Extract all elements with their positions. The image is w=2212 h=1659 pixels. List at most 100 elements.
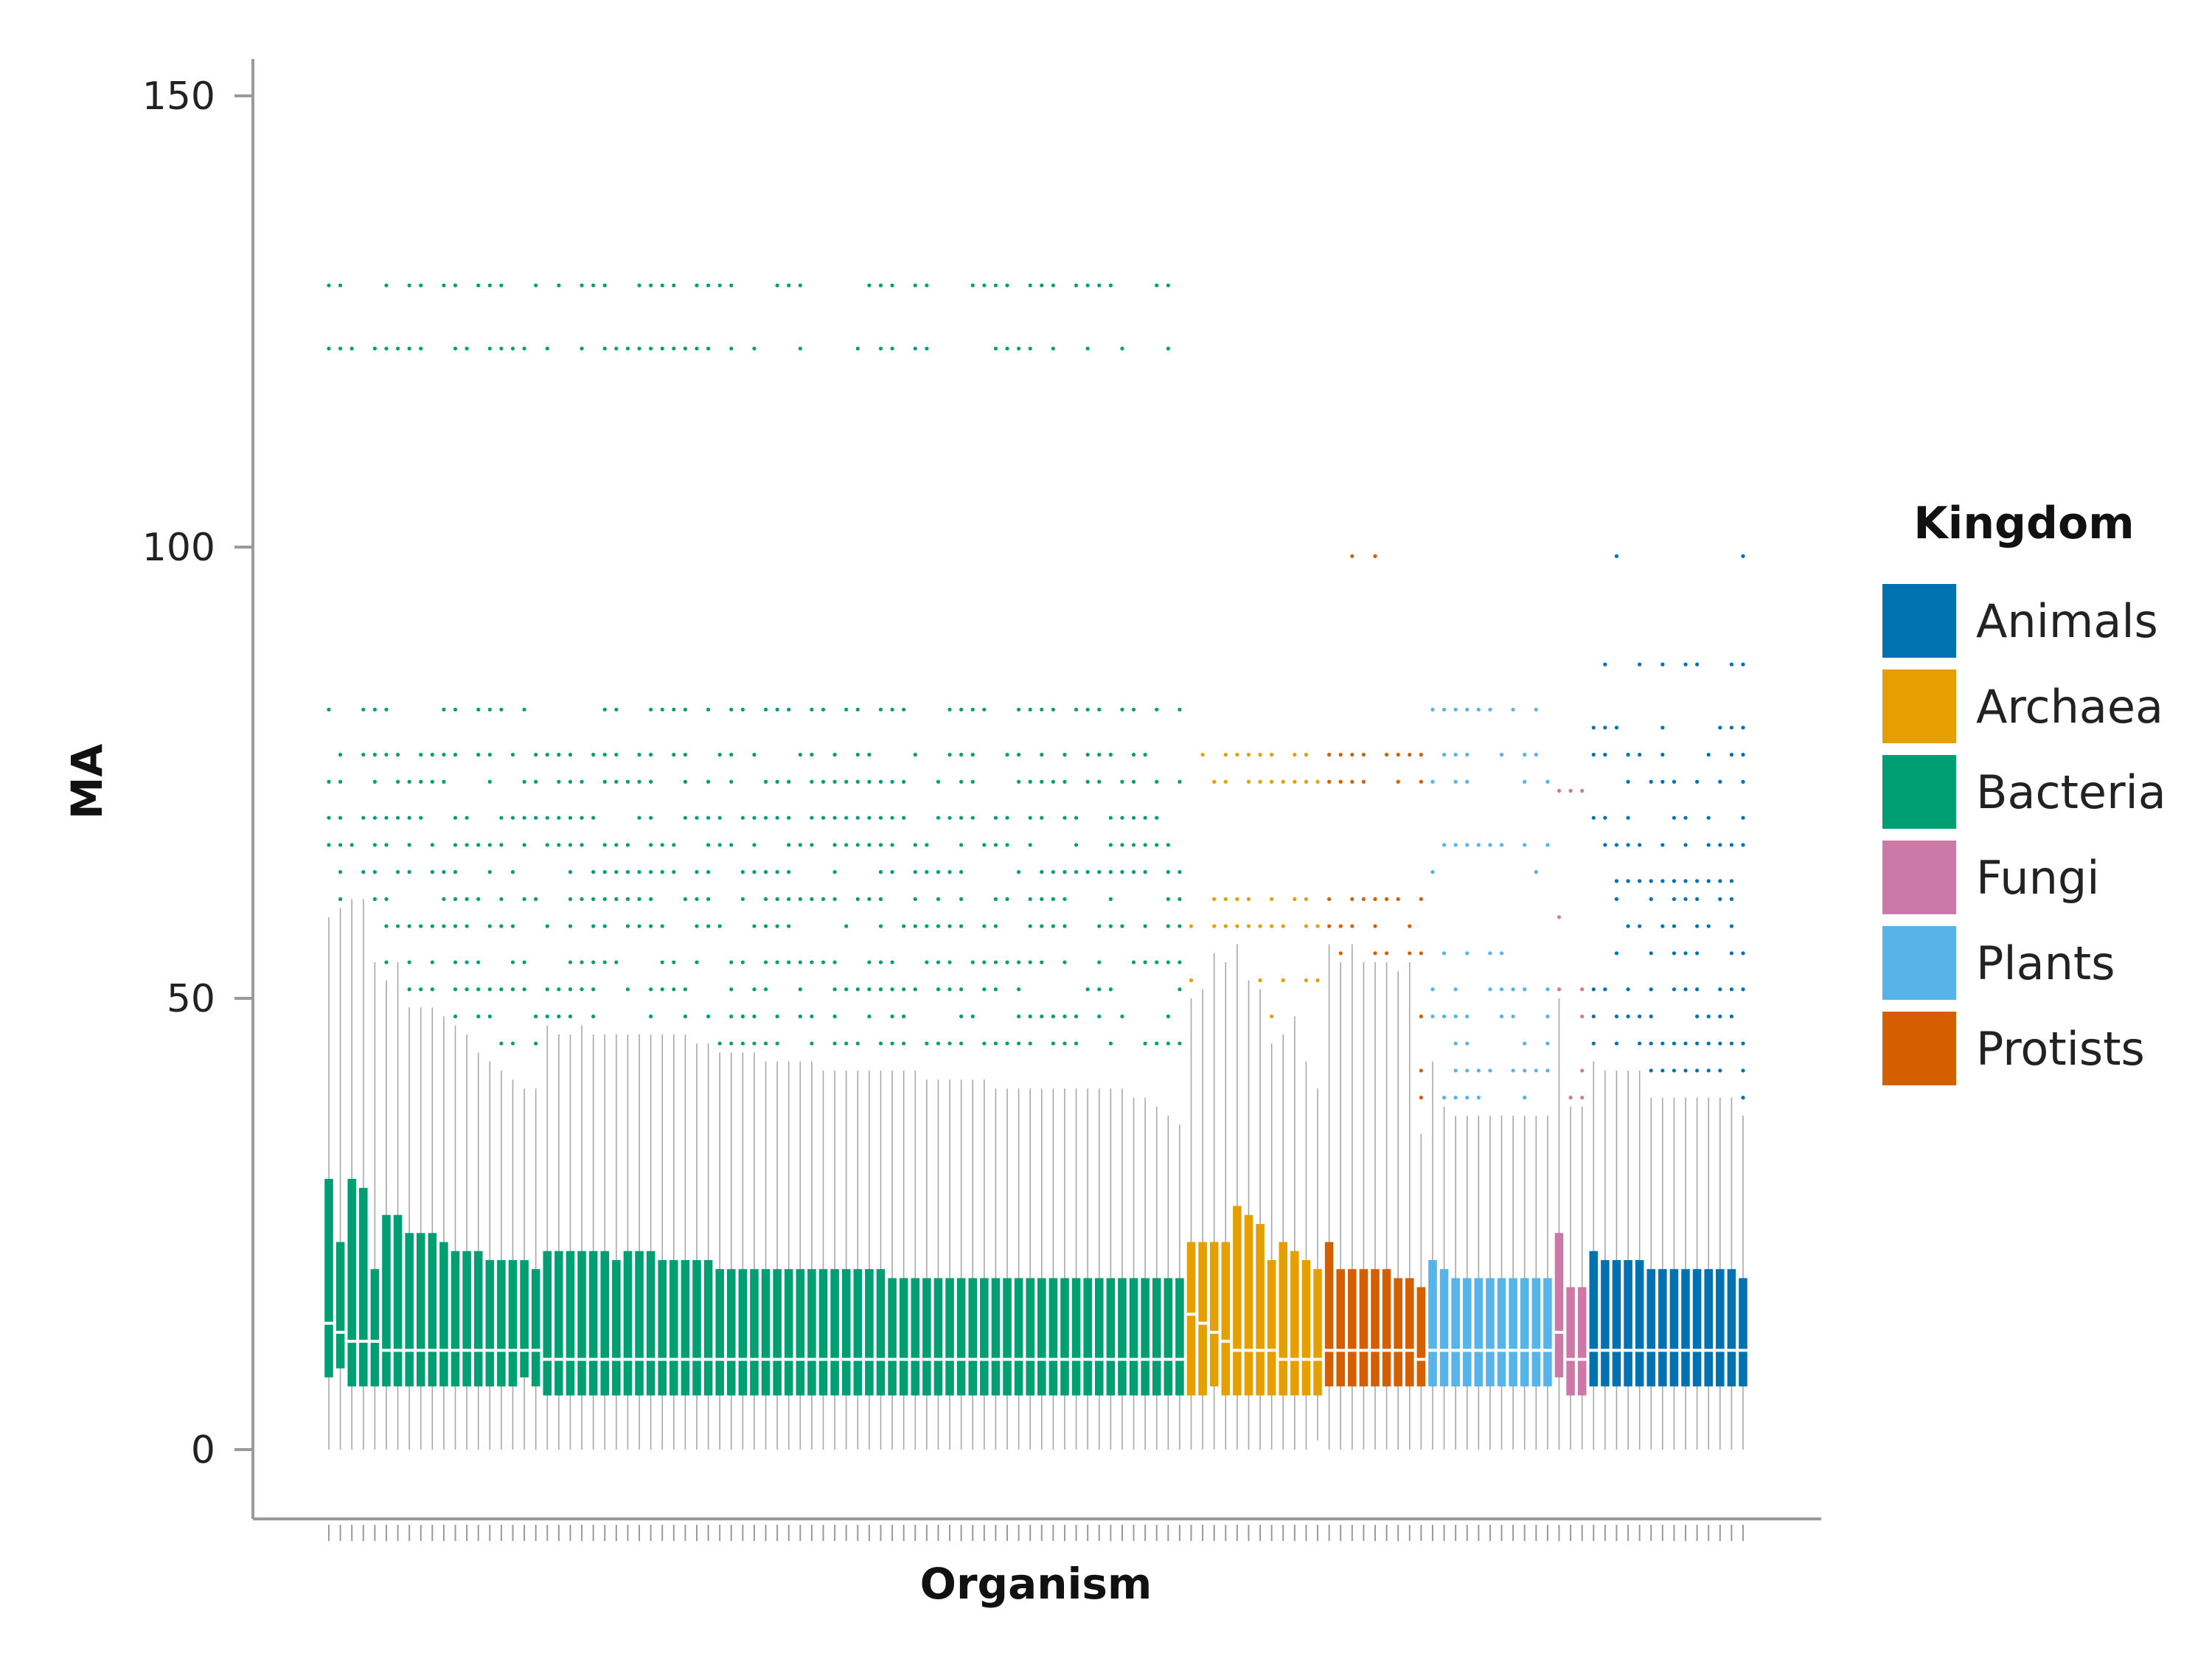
outlier-point (487, 870, 492, 874)
box-body (1716, 1269, 1725, 1387)
outlier-point (763, 1041, 768, 1046)
outlier-point (1614, 879, 1619, 883)
outlier-point (568, 924, 573, 928)
box-bacteria-59 (1003, 283, 1012, 1450)
outlier-point (1614, 726, 1619, 730)
outlier-point (1660, 1068, 1665, 1073)
outlier-point (557, 283, 561, 288)
outlier-point (1235, 924, 1239, 928)
outlier-point (867, 897, 872, 901)
outlier-point (1603, 726, 1607, 730)
outlier-point (1638, 879, 1642, 883)
outlier-point (442, 924, 446, 928)
outlier-point (1695, 897, 1700, 901)
box-body (485, 1259, 495, 1387)
outlier-point (1028, 1041, 1032, 1046)
outlier-point (1718, 726, 1722, 730)
outlier-point (1040, 815, 1044, 820)
outlier-point (1212, 924, 1217, 928)
outlier-point (1419, 1014, 1423, 1019)
outlier-point (706, 1014, 711, 1019)
outlier-point (1235, 897, 1239, 901)
outlier-point (1085, 779, 1090, 784)
outlier-point (1258, 924, 1262, 928)
box-body (669, 1259, 678, 1396)
outlier-point (1051, 870, 1055, 874)
outlier-point (522, 815, 526, 820)
outlier-point (338, 897, 343, 901)
outlier-point (1178, 960, 1182, 964)
outlier-point (1143, 1041, 1147, 1046)
outlier-point (545, 924, 549, 928)
box-bacteria-67 (1094, 283, 1104, 1450)
outlier-point (1626, 879, 1630, 883)
outlier-point (1649, 987, 1653, 992)
box-bacteria-18 (531, 283, 540, 1450)
outlier-point (476, 843, 481, 847)
outlier-point (1695, 1041, 1700, 1046)
box-body (1428, 1259, 1437, 1387)
box-body (1233, 1206, 1242, 1396)
outlier-point (1166, 347, 1170, 351)
outlier-point (545, 815, 549, 820)
box-bacteria-26 (623, 347, 633, 1450)
outlier-point (947, 987, 952, 992)
outlier-point (890, 779, 894, 784)
box-bacteria-3 (359, 707, 368, 1450)
legend-label: Fungi (1976, 851, 2099, 905)
outlier-point (361, 870, 366, 874)
outlier-point (625, 347, 630, 351)
outlier-point (1304, 924, 1309, 928)
outlier-point (1281, 924, 1285, 928)
outlier-point (1649, 951, 1653, 956)
box-bacteria-72 (1152, 283, 1161, 1450)
outlier-point (683, 707, 687, 712)
outlier-point (419, 779, 423, 784)
outlier-point (706, 815, 711, 820)
legend-swatch (1882, 584, 1956, 658)
outlier-point (787, 283, 791, 288)
outlier-point (1729, 843, 1734, 847)
outlier-point (1085, 283, 1090, 288)
outlier-point (1453, 1096, 1458, 1100)
box-body (865, 1269, 874, 1396)
box-body (876, 1269, 886, 1396)
box-body (830, 1269, 839, 1396)
outlier-point (1499, 987, 1504, 992)
outlier-point (1419, 1068, 1423, 1073)
outlier-point (1660, 924, 1665, 928)
box-bacteria-19 (543, 347, 552, 1450)
outlier-point (372, 752, 377, 757)
outlier-point (1672, 951, 1677, 956)
outlier-point (1062, 1041, 1067, 1046)
outlier-point (338, 843, 343, 847)
outlier-point (867, 779, 872, 784)
outlier-point (1028, 707, 1032, 712)
outlier-point (557, 987, 561, 992)
box-body (1198, 1242, 1207, 1396)
outlier-point (832, 1041, 837, 1046)
outlier-point (442, 897, 446, 901)
outlier-point (338, 870, 343, 874)
outlier-point (878, 870, 883, 874)
outlier-point (1178, 870, 1182, 874)
outlier-point (1085, 987, 1090, 992)
box-body (382, 1214, 391, 1387)
outlier-point (649, 870, 653, 874)
outlier-point (522, 897, 526, 901)
outlier-point (1591, 987, 1596, 992)
outlier-point (982, 283, 987, 288)
box-body (1394, 1278, 1402, 1387)
outlier-point (878, 283, 883, 288)
outlier-point (1683, 815, 1688, 820)
box-fungi-109 (1577, 788, 1587, 1450)
outlier-point (1017, 707, 1021, 712)
outlier-point (1373, 924, 1377, 928)
outlier-point (327, 283, 331, 288)
outlier-point (683, 1014, 687, 1019)
outlier-point (372, 870, 377, 874)
outlier-point (453, 815, 458, 820)
outlier-point (1017, 987, 1021, 992)
outlier-point (1361, 779, 1366, 784)
outlier-point (1143, 960, 1147, 964)
